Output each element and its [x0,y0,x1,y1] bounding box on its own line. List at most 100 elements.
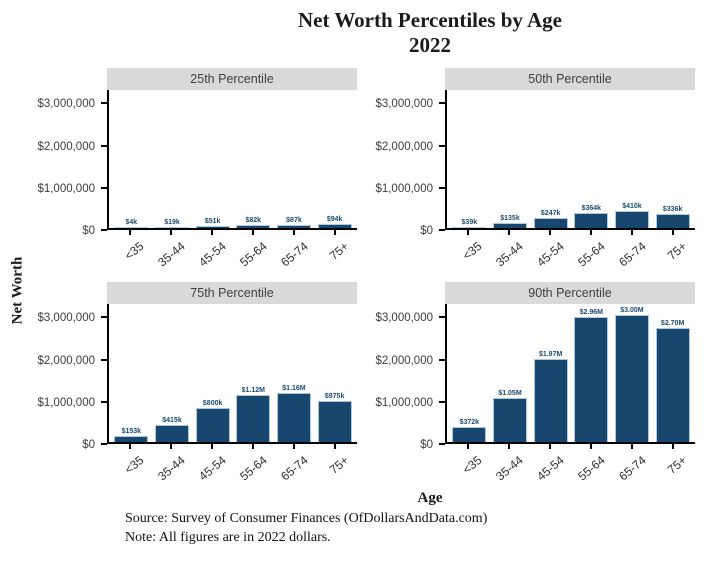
y-tick-label: $2,000,000 [375,354,433,367]
x-tick-label: 75+ [664,239,690,264]
bar [317,401,352,443]
x-tick-label: 45-54 [195,239,229,270]
bar-value-label: $372k [459,418,480,426]
bar [655,214,690,229]
y-tick-label: $1,000,000 [37,396,95,409]
x-tick-label: 35-44 [492,453,526,484]
y-axis-ticks: $0 $1,000,000 $2,000,000 $3,000,000 [37,90,107,237]
bar-value-label: $2.70M [660,319,685,327]
x-tick-mark [671,230,674,236]
x-tick: 45-54 [530,230,570,274]
x-tick-mark [548,230,551,236]
bar [452,226,487,229]
panel-strip: 25th Percentile [107,68,357,91]
x-tick-mark [671,444,674,450]
footer: Source: Survey of Consumer Finances (OfD… [125,510,720,546]
y-tick-label: $0 [82,439,95,452]
x-axis-labels: <35 35-44 45-54 55-64 65-74 75+ [107,230,357,274]
x-tick-label: 35-44 [154,453,188,484]
y-tick-label: $0 [420,225,433,238]
panel-strip-label: 90th Percentile [528,286,612,301]
x-tick: <35 [448,444,488,488]
bar-value-label: $410k [622,202,642,210]
x-tick-label: 45-54 [533,239,567,270]
bar-slot: $1.12M [233,387,273,443]
bar-value-label: $82k [245,216,262,224]
y-axis-ticks: $0 $1,000,000 $2,000,000 $3,000,000 [375,304,445,451]
y-tick-mark [101,316,107,319]
x-tick-mark [251,444,254,450]
bar [574,316,609,443]
bar [114,226,149,229]
panel-row-bottom: $0 $1,000,000 $2,000,000 $3,000,000 75th Pe… [37,282,720,488]
bar [195,408,230,443]
y-tick-label: $3,000,000 [375,312,433,325]
x-tick-label: 55-64 [574,239,608,270]
x-tick-mark [169,230,172,236]
x-tick: <35 [448,230,488,274]
x-tick-label: 45-54 [195,453,229,484]
x-tick-mark [210,444,213,450]
x-axis-title: Age [417,490,443,507]
bar [492,397,527,443]
bar-value-label: $975k [324,393,345,401]
x-tick: 75+ [315,444,355,488]
x-tick-label: 75+ [326,453,352,478]
y-tick-label: $2,000,000 [375,140,433,153]
bar [614,210,649,229]
bar-slot: $410k [612,202,652,229]
x-tick: 45-54 [530,444,570,488]
x-tick: <35 [110,444,150,488]
bar-slot: $3.00M [612,307,652,443]
y-tick-mark [439,400,445,403]
plot-area: $39k $135k $247k $364k $410k $336k [445,90,695,231]
x-tick-mark [548,444,551,450]
y-tick-label: $2,000,000 [37,140,95,153]
x-tick: 55-64 [233,230,273,274]
bar-value-label: $415k [162,416,182,424]
x-tick-mark [589,444,592,450]
y-tick-label: $2,000,000 [37,354,95,367]
bar [533,358,568,443]
bar-slot: $39k [449,219,489,229]
x-tick-label: <35 [459,453,485,478]
bar-value-label: $94k [326,216,343,224]
y-tick-label: $3,000,000 [375,98,433,111]
y-tick-mark [439,186,445,189]
y-tick-mark [439,316,445,319]
x-tick-label: <35 [459,239,485,264]
bar-value-label: $2.96M [579,308,603,316]
y-tick-label: $0 [420,439,433,452]
bar-value-label: $336k [662,206,683,214]
bar-value-label: $153k [121,427,142,435]
bar-value-label: $4k [125,218,138,226]
bar [114,435,149,443]
panel-strip: 75th Percentile [107,282,357,305]
bar-slot: $87k [274,217,314,229]
x-tick-mark [589,230,592,236]
y-tick-mark [439,358,445,361]
x-tick-mark [210,230,213,236]
x-tick-label: 55-64 [236,453,270,484]
x-tick-label: <35 [121,453,147,478]
panel-strip: 50th Percentile [445,68,695,91]
bar-slot: $1.16M [274,385,314,443]
bar [276,393,311,443]
bar-value-label: $1.16M [282,385,306,393]
x-tick-label: 35-44 [492,239,526,270]
bar-slot: $975k [315,393,355,443]
panel-25th-percentile: $0 $1,000,000 $2,000,000 $3,000,000 25th Pe… [37,68,357,274]
plot-area: $372k $1.05M $1.97M $2.96M $3.00M $2.70M [445,304,695,445]
bar [195,226,230,229]
x-tick-label: 55-64 [236,239,270,270]
x-axis-labels: <35 35-44 45-54 55-64 65-74 75+ [107,444,357,488]
x-axis-labels: <35 35-44 45-54 55-64 65-74 75+ [445,230,695,274]
bar-value-label: $800k [202,400,223,408]
x-tick-label: 65-74 [615,453,649,484]
bar-value-label: $19k [164,218,180,226]
bar [614,315,649,443]
x-tick-label: 75+ [326,239,352,264]
y-tick-mark [101,102,107,105]
x-tick-mark [507,230,510,236]
